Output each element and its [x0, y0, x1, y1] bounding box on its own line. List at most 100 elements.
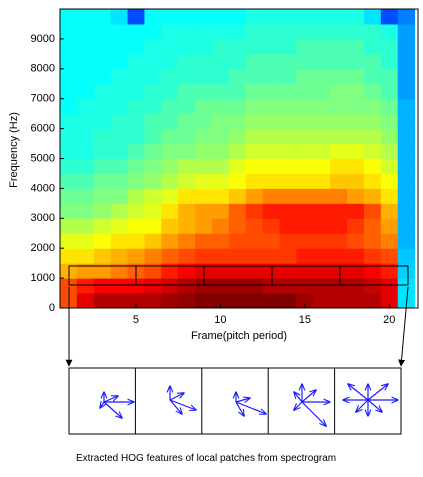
heat-cell: [60, 248, 78, 264]
heat-cell: [195, 203, 213, 219]
heat-cell: [228, 68, 247, 85]
heat-cell: [380, 38, 399, 55]
heat-cell: [313, 293, 331, 309]
y-tick-label: 1000: [31, 272, 55, 284]
heat-cell: [76, 38, 95, 55]
heat-cell: [347, 128, 365, 145]
heat-cell: [330, 203, 348, 219]
heat-cell: [397, 158, 416, 174]
hog-glyph: [236, 392, 266, 416]
y-tick-label: 7000: [31, 93, 55, 105]
heat-cell: [279, 263, 297, 279]
heat-cell: [195, 143, 213, 159]
heat-cell: [330, 278, 348, 294]
heat-cell: [161, 278, 179, 294]
heat-cell: [195, 278, 213, 294]
heat-cell: [347, 293, 365, 309]
heat-cell: [161, 203, 179, 219]
heat-cell: [127, 248, 145, 264]
heat-cell: [262, 23, 281, 40]
heat-cell: [330, 248, 348, 264]
heat-cell: [127, 53, 145, 70]
heat-cell: [161, 158, 179, 174]
heat-cell: [279, 53, 297, 70]
heat-cell: [380, 293, 399, 309]
heat-cell: [313, 233, 331, 249]
x-tick-label: 15: [299, 314, 311, 326]
heat-cell: [161, 98, 179, 115]
heat-cell: [127, 68, 145, 85]
heat-cell: [363, 158, 382, 174]
y-tick-label: 0: [49, 302, 55, 314]
heat-cell: [347, 248, 365, 264]
heat-cell: [296, 293, 314, 309]
heat-cell: [228, 188, 247, 204]
heat-cell: [313, 83, 331, 100]
y-tick-label: 9000: [31, 33, 55, 45]
heat-cell: [347, 113, 365, 130]
heat-cell: [397, 248, 416, 264]
heat-cell: [228, 23, 247, 40]
y-tick-label: 5000: [31, 152, 55, 164]
heat-cell: [262, 233, 281, 249]
heat-cell: [363, 83, 382, 100]
heat-cell: [178, 263, 196, 279]
heat-cell: [245, 233, 264, 249]
heat-cell: [93, 38, 112, 55]
heat-cell: [397, 218, 416, 234]
heat-cell: [363, 38, 382, 55]
heat-cell: [228, 173, 247, 189]
heat-cell: [60, 203, 78, 219]
heat-cell: [296, 278, 314, 294]
heat-cell: [347, 278, 365, 294]
heat-cell: [211, 173, 230, 189]
heat-cell: [296, 173, 314, 189]
heat-cell: [279, 158, 297, 174]
heat-cell: [347, 188, 365, 204]
heat-cell: [262, 248, 281, 264]
heat-cell: [380, 218, 399, 234]
x-tick-label: 20: [383, 314, 395, 326]
heat-cell: [330, 293, 348, 309]
heat-cell: [76, 53, 95, 70]
heat-cell: [76, 278, 95, 294]
heat-cell: [347, 173, 365, 189]
heat-cell: [110, 293, 129, 309]
heat-cell: [144, 23, 162, 40]
hog-glyph: [294, 384, 330, 426]
heat-cell: [313, 218, 331, 234]
heat-cell: [313, 143, 331, 159]
axes: 0 1000 2000 3000 4000 5000 6000 7000 8000 9000 5 10…: [31, 8, 419, 326]
heat-cell: [363, 188, 382, 204]
heat-cell: [178, 113, 196, 130]
heat-cell: [93, 173, 112, 189]
heat-cell: [144, 278, 162, 294]
heat-cell: [380, 98, 399, 115]
heat-cell: [313, 113, 331, 130]
heat-cell: [144, 293, 162, 309]
heat-cell: [76, 218, 95, 234]
heat-cell: [296, 113, 314, 130]
heat-cell: [279, 113, 297, 130]
heat-cell: [60, 23, 78, 40]
heat-cell: [380, 263, 399, 279]
heat-cell: [262, 263, 281, 279]
heat-cell: [245, 218, 264, 234]
heat-cell: [245, 53, 264, 70]
heat-cell: [245, 293, 264, 309]
heat-cell: [93, 53, 112, 70]
heat-cell: [127, 158, 145, 174]
heat-cell: [161, 128, 179, 145]
heat-cell: [144, 113, 162, 130]
heat-cell: [76, 158, 95, 174]
heat-cell: [195, 173, 213, 189]
heat-cell: [110, 9, 129, 25]
heat-cell: [110, 233, 129, 249]
heat-cell: [245, 263, 264, 279]
heat-cell: [296, 143, 314, 159]
heat-cell: [347, 38, 365, 55]
heat-cell: [262, 173, 281, 189]
y-tick-label: 8000: [31, 63, 55, 75]
heat-cell: [211, 113, 230, 130]
heat-cell: [245, 248, 264, 264]
